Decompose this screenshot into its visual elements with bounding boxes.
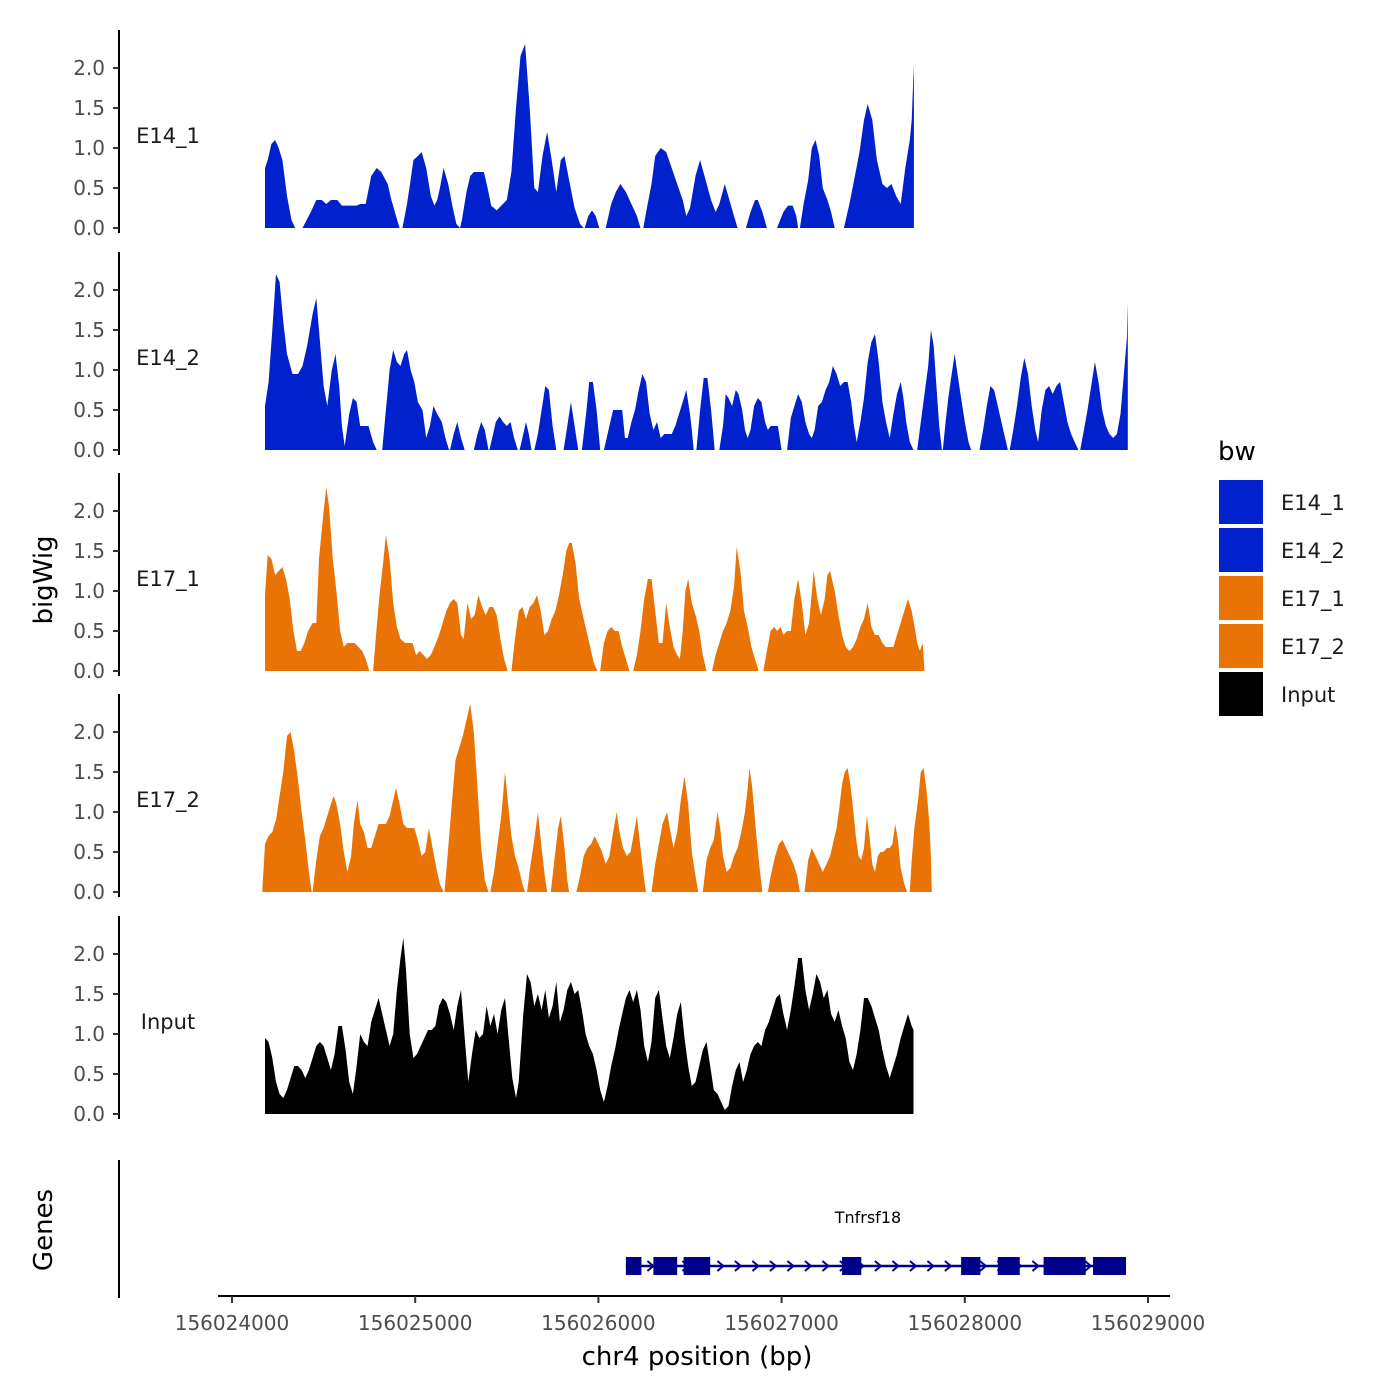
y-tick-label-E17_1: 1.0 bbox=[73, 579, 105, 603]
strand-arrow-icon bbox=[786, 1260, 795, 1272]
strand-arrow-icon bbox=[821, 1260, 830, 1272]
x-tick-label: 156026000 bbox=[541, 1311, 656, 1335]
strand-arrow-icon bbox=[874, 1260, 883, 1272]
y-tick-label-E17_1: 1.5 bbox=[73, 539, 105, 563]
y-tick-label-E14_2: 1.5 bbox=[73, 318, 105, 342]
track-label-E14_1: E14_1 bbox=[136, 124, 200, 149]
legend-swatch-E17_1 bbox=[1219, 576, 1263, 620]
gene-exon bbox=[1043, 1257, 1086, 1275]
strand-arrow-icon bbox=[1031, 1260, 1040, 1272]
y-tick-label-E17_1: 2.0 bbox=[73, 499, 105, 523]
signal-area-E17_2 bbox=[262, 704, 932, 892]
y-tick-label-E17_1: 0.5 bbox=[73, 619, 105, 643]
signal-area-Input bbox=[265, 938, 914, 1114]
strand-arrow-icon bbox=[769, 1260, 778, 1272]
strand-arrow-icon bbox=[979, 1260, 988, 1272]
strand-arrow-icon bbox=[1084, 1260, 1093, 1272]
y-tick-label-Input: 0.5 bbox=[73, 1062, 105, 1086]
legend-label-E17_1: E17_1 bbox=[1281, 587, 1345, 612]
legend-label-Input: Input bbox=[1281, 683, 1335, 707]
y-tick-label-E17_1: 0.0 bbox=[73, 659, 105, 683]
gene-exon bbox=[625, 1257, 642, 1275]
strand-arrow-icon bbox=[716, 1260, 725, 1272]
y-tick-label-Input: 1.5 bbox=[73, 982, 105, 1006]
legend-label-E14_2: E14_2 bbox=[1281, 539, 1345, 564]
x-tick-label: 156025000 bbox=[358, 1311, 473, 1335]
signal-area-E17_1 bbox=[265, 487, 925, 671]
gene-track: Tnfrsf18 bbox=[118, 1160, 1127, 1298]
track-Input: 0.0 0.5 1.0 1.5 2.0 Input bbox=[73, 916, 914, 1126]
gene-exon bbox=[842, 1257, 862, 1275]
signal-area-E14_2 bbox=[265, 274, 1128, 450]
x-axis: 156024000 156025000 156026000 156027000 1560… bbox=[175, 1295, 1206, 1335]
y-tick-label-E14_2: 2.0 bbox=[73, 278, 105, 302]
strand-arrow-icon bbox=[926, 1260, 935, 1272]
legend-swatch-Input bbox=[1219, 672, 1263, 716]
track-E14_2: 0.0 0.5 1.0 1.5 2.0 E14_2 bbox=[73, 252, 1128, 462]
y-tick-label-E14_2: 0.5 bbox=[73, 398, 105, 422]
y-tick-label-E17_2: 0.0 bbox=[73, 880, 105, 904]
strand-arrow-icon bbox=[751, 1260, 760, 1272]
strand-arrow-icon bbox=[909, 1260, 918, 1272]
gene-exon bbox=[683, 1257, 711, 1275]
y-axis-title-genes: Genes bbox=[29, 1189, 59, 1271]
y-tick-label-E17_2: 1.0 bbox=[73, 800, 105, 824]
gene-Tnfrsf18: Tnfrsf18 bbox=[625, 1208, 1127, 1275]
legend: bw E14_1 E14_2 E17_1 E17_2 Input bbox=[1218, 437, 1345, 716]
gene-exon bbox=[961, 1257, 981, 1275]
legend-label-E14_1: E14_1 bbox=[1281, 491, 1345, 516]
y-tick-label-E14_1: 0.0 bbox=[73, 216, 105, 240]
track-label-E17_1: E17_1 bbox=[136, 567, 200, 592]
strand-arrow-icon bbox=[944, 1260, 953, 1272]
track-E17_1: 0.0 0.5 1.0 1.5 2.0 E17_1 bbox=[73, 473, 925, 683]
track-E17_2: 0.0 0.5 1.0 1.5 2.0 E17_2 bbox=[73, 694, 932, 904]
gene-exon bbox=[997, 1257, 1020, 1275]
y-tick-label-E14_2: 0.0 bbox=[73, 438, 105, 462]
legend-swatch-E17_2 bbox=[1219, 624, 1263, 668]
y-tick-label-E14_1: 2.0 bbox=[73, 56, 105, 80]
track-label-Input: Input bbox=[141, 1010, 195, 1034]
y-tick-label-E17_2: 0.5 bbox=[73, 840, 105, 864]
y-tick-label-E14_1: 1.5 bbox=[73, 96, 105, 120]
signal-tracks: 0.0 0.5 1.0 1.5 2.0 E14_1 0.0 0.5 1.0 1.5 2.0 E14_2… bbox=[73, 30, 1128, 1126]
gene-label: Tnfrsf18 bbox=[834, 1208, 901, 1227]
y-tick-label-Input: 2.0 bbox=[73, 942, 105, 966]
legend-title: bw bbox=[1218, 437, 1256, 467]
legend-label-E17_2: E17_2 bbox=[1281, 635, 1345, 660]
y-tick-label-E17_2: 2.0 bbox=[73, 720, 105, 744]
legend-swatch-E14_1 bbox=[1219, 480, 1263, 524]
y-tick-label-Input: 0.0 bbox=[73, 1102, 105, 1126]
y-tick-label-E14_1: 0.5 bbox=[73, 176, 105, 200]
legend-swatch-E14_2 bbox=[1219, 528, 1263, 572]
gene-exon bbox=[1093, 1257, 1127, 1275]
track-label-E14_2: E14_2 bbox=[136, 346, 200, 371]
strand-arrow-icon bbox=[734, 1260, 743, 1272]
x-tick-label: 156027000 bbox=[724, 1311, 839, 1335]
y-tick-label-E17_2: 1.5 bbox=[73, 760, 105, 784]
y-tick-label-E14_2: 1.0 bbox=[73, 358, 105, 382]
track-label-E17_2: E17_2 bbox=[136, 788, 200, 813]
x-tick-label: 156028000 bbox=[908, 1311, 1023, 1335]
signal-area-E14_1 bbox=[265, 44, 914, 228]
x-axis-title: chr4 position (bp) bbox=[582, 1342, 813, 1372]
track-E14_1: 0.0 0.5 1.0 1.5 2.0 E14_1 bbox=[73, 30, 914, 240]
y-axis-title-bigwig: bigWig bbox=[29, 535, 59, 624]
gene-exon bbox=[653, 1257, 678, 1275]
strand-arrow-icon bbox=[804, 1260, 813, 1272]
y-tick-label-E14_1: 1.0 bbox=[73, 136, 105, 160]
x-tick-label: 156029000 bbox=[1091, 1311, 1206, 1335]
x-tick-label: 156024000 bbox=[175, 1311, 290, 1335]
y-tick-label-Input: 1.0 bbox=[73, 1022, 105, 1046]
strand-arrow-icon bbox=[891, 1260, 900, 1272]
